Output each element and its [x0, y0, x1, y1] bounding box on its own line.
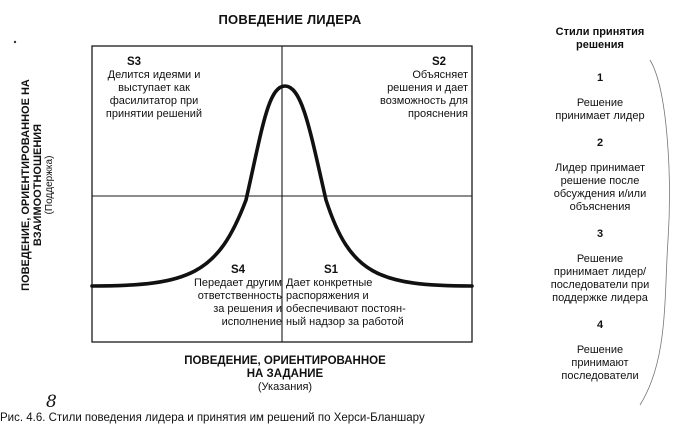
- quadrant-s2-code: S2: [431, 56, 447, 68]
- decision-style-text: Решение принимает лидер: [555, 97, 645, 122]
- x-axis-label: ПОВЕДЕНИЕ, ОРИЕНТИРОВАННОЕ НА ЗАДАНИЕ (У…: [150, 355, 420, 394]
- diagram-title: ПОВЕДЕНИЕ ЛИДЕРА: [218, 12, 362, 27]
- y-axis-subtitle: (Поддержка): [44, 155, 55, 215]
- decision-style-number: 4: [596, 319, 604, 331]
- decision-style-text: Решение принимают последователи: [561, 344, 639, 382]
- quadrant-s4: S4 Передает другим ответственность за ре…: [164, 264, 282, 329]
- decision-style-number: 3: [596, 228, 604, 240]
- decision-style-number: 2: [596, 137, 604, 149]
- scan-speck: [13, 40, 17, 44]
- leadership-curve: [90, 84, 474, 288]
- decision-styles-column: Стили принятия решения 1 Решение принима…: [530, 26, 670, 397]
- decision-style-text: Лидер принимает решение после обсуждения…: [553, 162, 647, 213]
- y-axis-label: ПОВЕДЕНИЕ, ОРИЕНТИРОВАННОЕ НА ВЗАИМООТНО…: [20, 55, 56, 315]
- x-axis-title: ПОВЕДЕНИЕ, ОРИЕНТИРОВАННОЕ НА ЗАДАНИЕ: [184, 355, 386, 380]
- quadrant-s1-code: S1: [323, 264, 339, 276]
- quadrant-s2-text: Объясняет решения и дает возможность для…: [380, 69, 468, 120]
- figure-caption: Рис. 4.6. Стили поведения лидера и приня…: [0, 412, 425, 424]
- quadrant-s4-text: Передает другим ответственность за решен…: [193, 277, 282, 328]
- x-axis-subtitle: (Указания): [257, 381, 313, 393]
- decision-style-text: Решение принимает лидер/ последователи п…: [550, 253, 650, 304]
- quadrant-s3-text: Делится идеями и выступает как фасилитат…: [105, 69, 203, 120]
- scan-margin-line: [639, 59, 670, 406]
- quadrant-s1: S1 Дает конкретные распоряжения и обеспе…: [286, 264, 436, 329]
- quadrant-s1-text: Дает конкретные распоряжения и обеспечив…: [286, 277, 406, 328]
- quadrant-s3-code: S3: [126, 56, 142, 68]
- decision-styles-header: Стили принятия решения: [555, 26, 645, 51]
- quadrant-s3: S3 Делится идеями и выступает как фасили…: [94, 56, 214, 121]
- handwritten-mark: 8: [46, 392, 57, 412]
- quadrant-s4-code: S4: [230, 264, 246, 276]
- y-axis-title: ПОВЕДЕНИЕ, ОРИЕНТИРОВАННОЕ НА ВЗАИМООТНО…: [20, 79, 44, 291]
- decision-style-number: 1: [596, 72, 604, 84]
- quadrant-s2: S2 Объясняет решения и дает возможность …: [350, 56, 468, 121]
